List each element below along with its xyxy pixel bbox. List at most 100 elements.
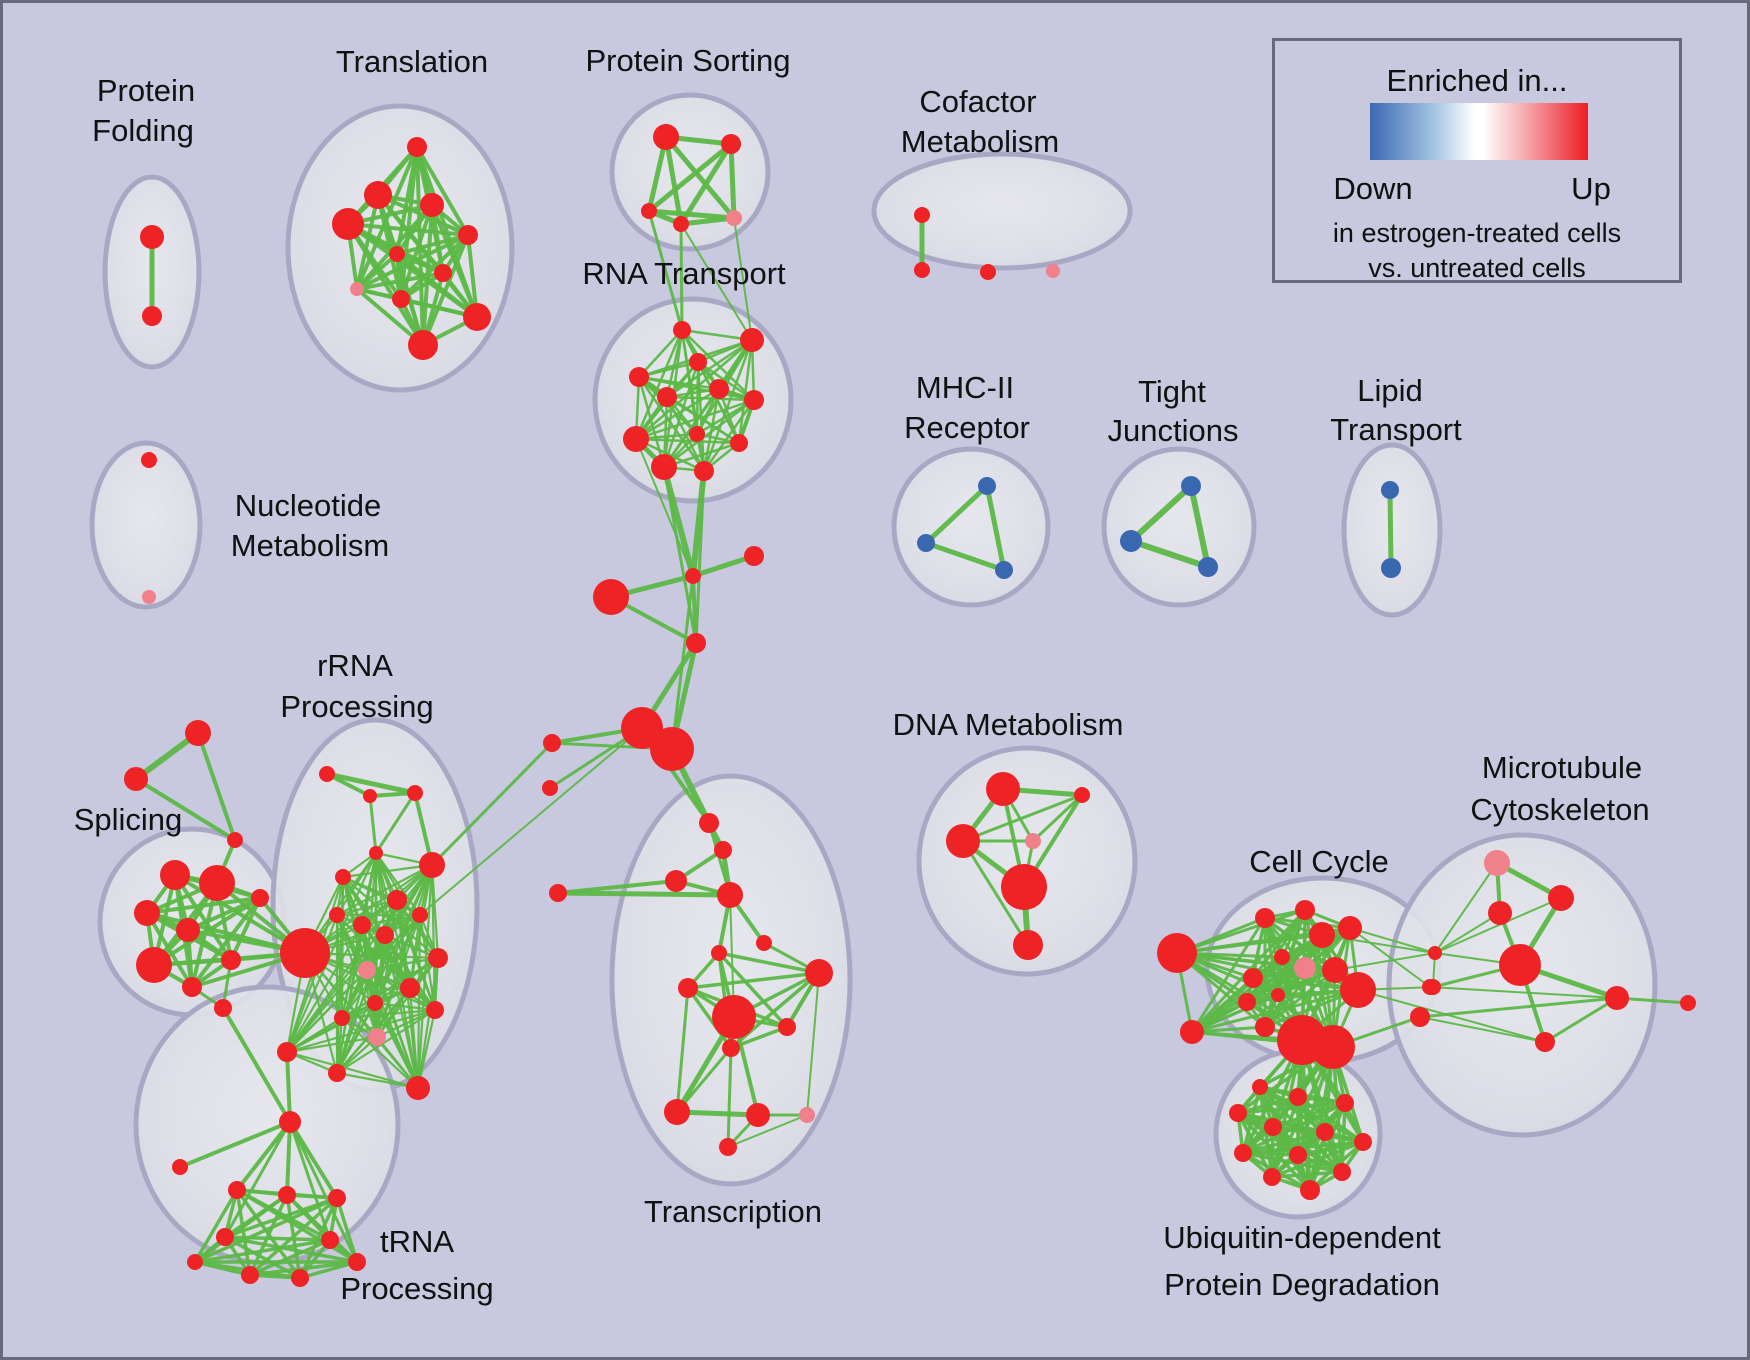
gene-set-node[interactable] [1548,885,1574,911]
gene-set-node[interactable] [1289,1088,1307,1106]
gene-set-node[interactable] [291,1269,309,1287]
gene-set-node[interactable] [389,246,405,262]
gene-set-node[interactable] [657,387,677,407]
gene-set-node[interactable] [1425,979,1441,995]
gene-set-node[interactable] [1316,1123,1334,1141]
gene-set-node[interactable] [1180,1020,1204,1044]
gene-set-node[interactable] [623,426,649,452]
gene-set-node[interactable] [1381,558,1401,578]
gene-set-node[interactable] [746,1103,770,1127]
gene-set-node[interactable] [1499,944,1541,986]
gene-set-node[interactable] [1289,1146,1307,1164]
gene-set-node[interactable] [980,264,996,280]
gene-set-node[interactable] [543,734,561,752]
gene-set-node[interactable] [228,1181,246,1199]
gene-set-node[interactable] [805,959,833,987]
gene-set-node[interactable] [1336,1094,1354,1112]
gene-set-node[interactable] [277,1042,297,1062]
gene-set-node[interactable] [412,907,428,923]
gene-set-node[interactable] [328,1189,346,1207]
gene-set-node[interactable] [722,1039,740,1057]
gene-set-node[interactable] [1013,930,1043,960]
gene-set-node[interactable] [730,434,748,452]
gene-set-node[interactable] [673,321,691,339]
gene-set-node[interactable] [1484,850,1510,876]
gene-set-node[interactable] [914,262,930,278]
gene-set-node[interactable] [778,1018,796,1036]
gene-set-node[interactable] [1255,1017,1275,1037]
gene-set-node[interactable] [182,977,202,997]
gene-set-node[interactable] [334,1010,350,1026]
gene-set-node[interactable] [1181,476,1201,496]
gene-set-node[interactable] [241,1266,259,1284]
gene-set-node[interactable] [251,889,269,907]
gene-set-node[interactable] [593,579,629,615]
gene-set-node[interactable] [726,210,742,226]
gene-set-node[interactable] [199,865,235,901]
gene-set-node[interactable] [1234,1144,1252,1162]
gene-set-node[interactable] [387,890,407,910]
gene-set-node[interactable] [1410,1007,1430,1027]
gene-set-node[interactable] [1680,995,1696,1011]
gene-set-node[interactable] [1333,1163,1351,1181]
gene-set-node[interactable] [142,590,156,604]
gene-set-node[interactable] [665,870,687,892]
gene-set-node[interactable] [650,727,694,771]
gene-set-node[interactable] [1243,968,1263,988]
gene-set-node[interactable] [458,225,478,245]
gene-set-node[interactable] [1120,530,1142,552]
gene-set-node[interactable] [664,1099,690,1125]
gene-set-node[interactable] [428,948,448,968]
gene-set-node[interactable] [744,390,764,410]
gene-set-node[interactable] [1338,916,1362,940]
gene-set-node[interactable] [1309,922,1335,948]
gene-set-node[interactable] [363,789,377,803]
gene-set-node[interactable] [1238,993,1256,1011]
gene-set-node[interactable] [1295,900,1315,920]
gene-set-node[interactable] [140,225,164,249]
gene-set-node[interactable] [978,477,996,495]
gene-set-node[interactable] [176,918,200,942]
gene-set-node[interactable] [1252,1079,1268,1095]
gene-set-node[interactable] [406,1076,430,1100]
gene-set-node[interactable] [216,1228,234,1246]
gene-set-node[interactable] [187,1254,203,1270]
gene-set-node[interactable] [917,534,935,552]
gene-set-node[interactable] [721,134,741,154]
gene-set-node[interactable] [689,426,705,442]
gene-set-node[interactable] [799,1107,815,1123]
gene-set-node[interactable] [1274,949,1290,965]
gene-set-node[interactable] [142,306,162,326]
gene-set-node[interactable] [400,978,420,998]
gene-set-node[interactable] [1271,988,1285,1002]
gene-set-node[interactable] [712,995,756,1039]
gene-set-node[interactable] [711,945,727,961]
gene-set-node[interactable] [1046,264,1060,278]
gene-set-node[interactable] [332,208,364,240]
gene-set-node[interactable] [719,1138,737,1156]
gene-set-node[interactable] [1294,957,1316,979]
gene-set-node[interactable] [376,926,394,944]
gene-set-node[interactable] [1264,1118,1282,1136]
gene-set-node[interactable] [694,461,714,481]
gene-set-node[interactable] [740,328,764,352]
gene-set-node[interactable] [172,1159,188,1175]
gene-set-node[interactable] [1354,1133,1372,1151]
gene-set-node[interactable] [1198,557,1218,577]
gene-set-node[interactable] [124,767,148,791]
gene-set-node[interactable] [1605,986,1629,1010]
gene-set-node[interactable] [280,928,330,978]
gene-set-node[interactable] [678,978,698,998]
gene-set-node[interactable] [368,1028,386,1046]
gene-set-node[interactable] [1311,1025,1355,1069]
gene-set-node[interactable] [1263,1168,1281,1186]
gene-set-node[interactable] [185,720,211,746]
gene-set-node[interactable] [420,193,444,217]
gene-set-node[interactable] [995,561,1013,579]
gene-set-node[interactable] [986,772,1020,806]
gene-set-node[interactable] [1001,864,1047,910]
gene-set-node[interactable] [756,935,772,951]
gene-set-node[interactable] [1157,933,1197,973]
gene-set-node[interactable] [214,999,232,1017]
gene-set-node[interactable] [392,290,410,308]
